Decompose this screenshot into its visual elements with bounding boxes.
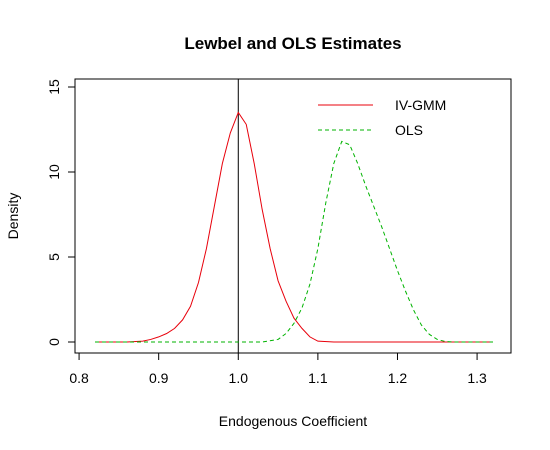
x-tick-label: 1.1 — [308, 370, 328, 386]
x-axis: 0.8 0.9 1.0 1.1 1.2 1.3 — [69, 352, 487, 386]
x-tick-label: 0.8 — [69, 370, 89, 386]
x-tick-label: 0.9 — [149, 370, 169, 386]
legend-label: IV-GMM — [395, 97, 446, 113]
series-line-ols — [95, 140, 493, 343]
legend-label: OLS — [395, 122, 423, 138]
y-tick-label: 0 — [46, 338, 62, 346]
y-tick-label: 10 — [46, 164, 62, 180]
x-tick-label: 1.2 — [388, 370, 408, 386]
y-axis: 0 5 10 15 — [46, 79, 76, 346]
series-line-iv-gmm — [95, 111, 493, 343]
x-axis-label: Endogenous Coefficient — [219, 413, 368, 429]
legend: IV-GMM OLS — [318, 97, 446, 138]
y-tick-label: 15 — [46, 79, 62, 95]
chart-title: Lewbel and OLS Estimates — [184, 34, 401, 53]
y-axis-label: Density — [5, 193, 21, 240]
series-group — [95, 111, 493, 343]
plot-frame — [74, 78, 512, 354]
y-tick-label: 5 — [46, 253, 62, 261]
x-tick-label: 1.0 — [229, 370, 249, 386]
x-tick-label: 1.3 — [467, 370, 487, 386]
